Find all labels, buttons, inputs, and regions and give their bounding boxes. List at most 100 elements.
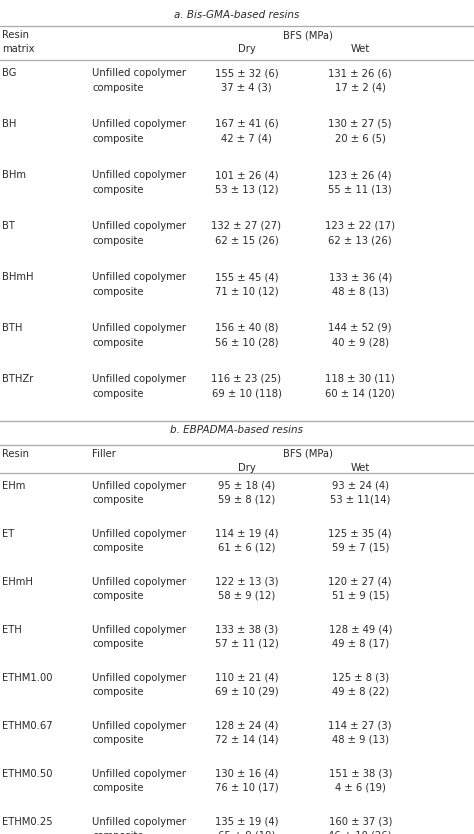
Text: Unfilled copolymer: Unfilled copolymer bbox=[92, 374, 186, 384]
Text: BFS (MPa): BFS (MPa) bbox=[283, 30, 333, 40]
Text: 62 ± 13 (26): 62 ± 13 (26) bbox=[328, 236, 392, 246]
Text: 93 ± 24 (4): 93 ± 24 (4) bbox=[332, 481, 389, 491]
Text: matrix: matrix bbox=[2, 44, 35, 54]
Text: Resin: Resin bbox=[2, 449, 29, 459]
Text: 120 ± 27 (4): 120 ± 27 (4) bbox=[328, 577, 392, 587]
Text: 144 ± 52 (9): 144 ± 52 (9) bbox=[328, 323, 392, 333]
Text: 37 ± 4 (3): 37 ± 4 (3) bbox=[221, 83, 272, 93]
Text: 76 ± 10 (17): 76 ± 10 (17) bbox=[215, 783, 278, 793]
Text: 42 ± 7 (4): 42 ± 7 (4) bbox=[221, 134, 272, 144]
Text: 116 ± 23 (25): 116 ± 23 (25) bbox=[211, 374, 282, 384]
Text: 151 ± 38 (3): 151 ± 38 (3) bbox=[328, 769, 392, 779]
Text: 71 ± 10 (12): 71 ± 10 (12) bbox=[215, 287, 278, 297]
Text: 61 ± 6 (12): 61 ± 6 (12) bbox=[218, 543, 275, 553]
Text: composite: composite bbox=[92, 287, 144, 297]
Text: composite: composite bbox=[92, 639, 144, 649]
Text: 95 ± 18 (4): 95 ± 18 (4) bbox=[218, 481, 275, 491]
Text: 101 ± 26 (4): 101 ± 26 (4) bbox=[215, 170, 278, 180]
Text: BFS (MPa): BFS (MPa) bbox=[283, 449, 333, 459]
Text: 59 ± 7 (15): 59 ± 7 (15) bbox=[331, 543, 389, 553]
Text: Unfilled copolymer: Unfilled copolymer bbox=[92, 817, 186, 827]
Text: 155 ± 45 (4): 155 ± 45 (4) bbox=[215, 272, 278, 282]
Text: composite: composite bbox=[92, 134, 144, 144]
Text: ETH: ETH bbox=[2, 625, 22, 635]
Text: 160 ± 37 (3): 160 ± 37 (3) bbox=[328, 817, 392, 827]
Text: 114 ± 27 (3): 114 ± 27 (3) bbox=[328, 721, 392, 731]
Text: 48 ± 9 (13): 48 ± 9 (13) bbox=[332, 735, 389, 745]
Text: b. EBPADMA-based resins: b. EBPADMA-based resins bbox=[171, 425, 303, 435]
Text: Unfilled copolymer: Unfilled copolymer bbox=[92, 721, 186, 731]
Text: 20 ± 6 (5): 20 ± 6 (5) bbox=[335, 134, 386, 144]
Text: Unfilled copolymer: Unfilled copolymer bbox=[92, 673, 186, 683]
Text: 131 ± 26 (6): 131 ± 26 (6) bbox=[328, 68, 392, 78]
Text: Unfilled copolymer: Unfilled copolymer bbox=[92, 529, 186, 539]
Text: 60 ± 14 (120): 60 ± 14 (120) bbox=[325, 389, 395, 399]
Text: 132 ± 27 (27): 132 ± 27 (27) bbox=[211, 221, 282, 231]
Text: EHmH: EHmH bbox=[2, 577, 33, 587]
Text: 56 ± 10 (28): 56 ± 10 (28) bbox=[215, 338, 278, 348]
Text: 110 ± 21 (4): 110 ± 21 (4) bbox=[215, 673, 278, 683]
Text: ETHM1.00: ETHM1.00 bbox=[2, 673, 53, 683]
Text: 69 ± 10 (29): 69 ± 10 (29) bbox=[215, 687, 278, 697]
Text: 53 ± 13 (12): 53 ± 13 (12) bbox=[215, 185, 278, 195]
Text: composite: composite bbox=[92, 338, 144, 348]
Text: composite: composite bbox=[92, 543, 144, 553]
Text: 133 ± 36 (4): 133 ± 36 (4) bbox=[328, 272, 392, 282]
Text: 123 ± 22 (17): 123 ± 22 (17) bbox=[325, 221, 395, 231]
Text: 167 ± 41 (6): 167 ± 41 (6) bbox=[215, 119, 278, 129]
Text: 125 ± 8 (3): 125 ± 8 (3) bbox=[332, 673, 389, 683]
Text: Dry: Dry bbox=[237, 463, 255, 473]
Text: 59 ± 8 (12): 59 ± 8 (12) bbox=[218, 495, 275, 505]
Text: 65 ± 9 (19): 65 ± 9 (19) bbox=[218, 831, 275, 834]
Text: composite: composite bbox=[92, 495, 144, 505]
Text: 49 ± 8 (22): 49 ± 8 (22) bbox=[332, 687, 389, 697]
Text: 155 ± 32 (6): 155 ± 32 (6) bbox=[215, 68, 278, 78]
Text: 135 ± 19 (4): 135 ± 19 (4) bbox=[215, 817, 278, 827]
Text: 49 ± 8 (17): 49 ± 8 (17) bbox=[332, 639, 389, 649]
Text: BHm: BHm bbox=[2, 170, 27, 180]
Text: 133 ± 38 (3): 133 ± 38 (3) bbox=[215, 625, 278, 635]
Text: ET: ET bbox=[2, 529, 15, 539]
Text: Unfilled copolymer: Unfilled copolymer bbox=[92, 323, 186, 333]
Text: 58 ± 9 (12): 58 ± 9 (12) bbox=[218, 591, 275, 601]
Text: a. Bis-GMA-based resins: a. Bis-GMA-based resins bbox=[174, 10, 300, 20]
Text: BH: BH bbox=[2, 119, 17, 129]
Text: 128 ± 49 (4): 128 ± 49 (4) bbox=[328, 625, 392, 635]
Text: Unfilled copolymer: Unfilled copolymer bbox=[92, 481, 186, 491]
Text: BHmH: BHmH bbox=[2, 272, 34, 282]
Text: 156 ± 40 (8): 156 ± 40 (8) bbox=[215, 323, 278, 333]
Text: 53 ± 11(14): 53 ± 11(14) bbox=[330, 495, 391, 505]
Text: composite: composite bbox=[92, 236, 144, 246]
Text: Wet: Wet bbox=[351, 44, 370, 54]
Text: BG: BG bbox=[2, 68, 17, 78]
Text: composite: composite bbox=[92, 185, 144, 195]
Text: Unfilled copolymer: Unfilled copolymer bbox=[92, 272, 186, 282]
Text: 62 ± 15 (26): 62 ± 15 (26) bbox=[215, 236, 278, 246]
Text: 4 ± 6 (19): 4 ± 6 (19) bbox=[335, 783, 386, 793]
Text: 57 ± 11 (12): 57 ± 11 (12) bbox=[215, 639, 278, 649]
Text: 114 ± 19 (4): 114 ± 19 (4) bbox=[215, 529, 278, 539]
Text: Filler: Filler bbox=[92, 449, 116, 459]
Text: 51 ± 9 (15): 51 ± 9 (15) bbox=[331, 591, 389, 601]
Text: Unfilled copolymer: Unfilled copolymer bbox=[92, 119, 186, 129]
Text: composite: composite bbox=[92, 687, 144, 697]
Text: Unfilled copolymer: Unfilled copolymer bbox=[92, 769, 186, 779]
Text: EHm: EHm bbox=[2, 481, 26, 491]
Text: Unfilled copolymer: Unfilled copolymer bbox=[92, 221, 186, 231]
Text: 69 ± 10 (118): 69 ± 10 (118) bbox=[211, 389, 282, 399]
Text: 48 ± 8 (13): 48 ± 8 (13) bbox=[332, 287, 389, 297]
Text: Unfilled copolymer: Unfilled copolymer bbox=[92, 625, 186, 635]
Text: composite: composite bbox=[92, 591, 144, 601]
Text: 130 ± 16 (4): 130 ± 16 (4) bbox=[215, 769, 278, 779]
Text: 46 ± 10 (26): 46 ± 10 (26) bbox=[328, 831, 392, 834]
Text: 122 ± 13 (3): 122 ± 13 (3) bbox=[215, 577, 278, 587]
Text: Dry: Dry bbox=[237, 44, 255, 54]
Text: composite: composite bbox=[92, 389, 144, 399]
Text: 72 ± 14 (14): 72 ± 14 (14) bbox=[215, 735, 278, 745]
Text: 130 ± 27 (5): 130 ± 27 (5) bbox=[328, 119, 392, 129]
Text: composite: composite bbox=[92, 735, 144, 745]
Text: ETHM0.25: ETHM0.25 bbox=[2, 817, 53, 827]
Text: composite: composite bbox=[92, 831, 144, 834]
Text: Unfilled copolymer: Unfilled copolymer bbox=[92, 68, 186, 78]
Text: composite: composite bbox=[92, 83, 144, 93]
